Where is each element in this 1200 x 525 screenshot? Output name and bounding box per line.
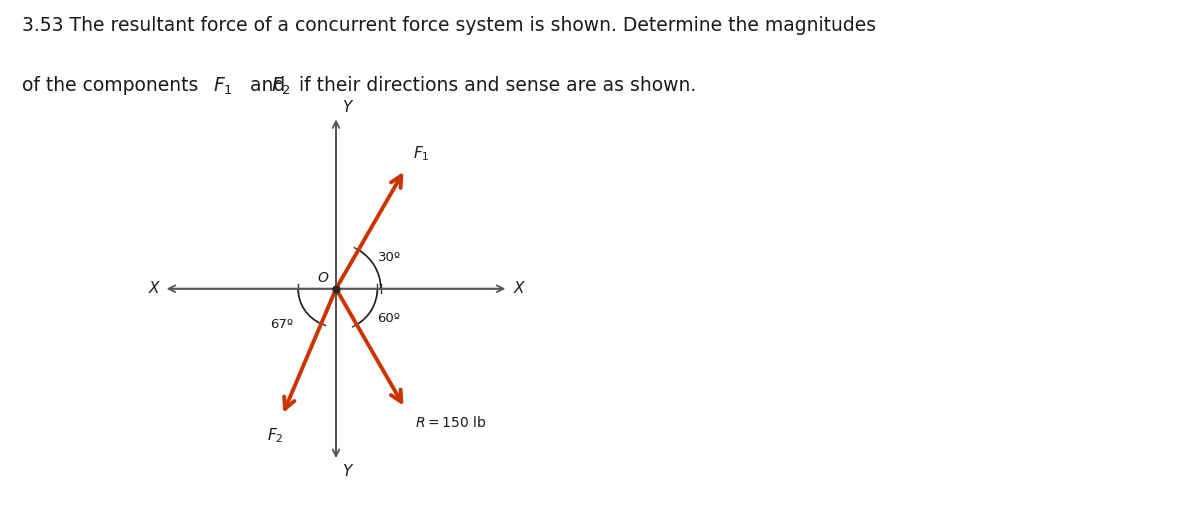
Text: $F_1$: $F_1$ [414,145,430,163]
Text: 3.53 The resultant force of a concurrent force system is shown. Determine the ma: 3.53 The resultant force of a concurrent… [22,16,876,35]
Text: of the components: of the components [22,76,204,95]
Text: O: O [318,271,329,286]
Text: and: and [244,76,290,95]
Text: if their directions and sense are as shown.: if their directions and sense are as sho… [300,76,697,95]
Text: $R = 150$ lb: $R = 150$ lb [415,415,487,430]
Text: 67º: 67º [270,318,293,331]
Text: Y: Y [342,100,352,116]
Text: $F_2$: $F_2$ [268,426,283,445]
Text: 60º: 60º [377,312,400,326]
Text: $F_2$: $F_2$ [271,76,292,98]
Text: 30º: 30º [378,251,401,264]
Text: X: X [149,281,158,296]
Text: Y: Y [342,464,352,479]
Text: $F_1$: $F_1$ [214,76,233,98]
Text: X: X [514,281,523,296]
